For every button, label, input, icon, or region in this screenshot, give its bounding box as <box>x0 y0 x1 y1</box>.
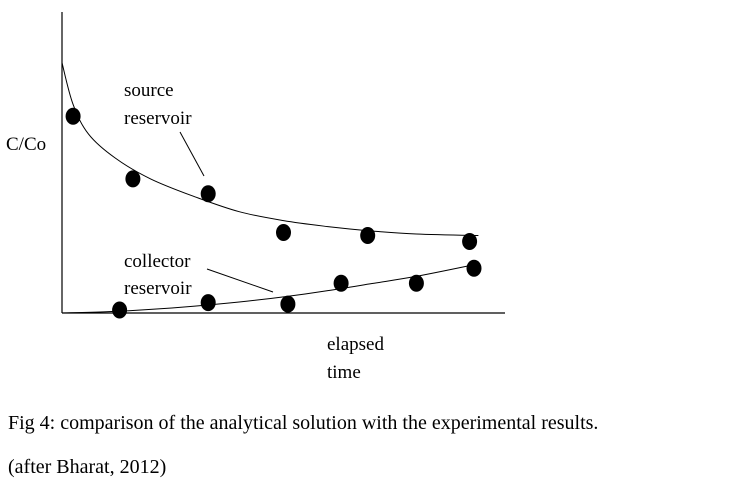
collector-point-6 <box>466 259 482 277</box>
collector-curve <box>61 263 479 314</box>
chart: C/Co elapsed time source reservoir colle… <box>6 12 505 383</box>
source-point-4 <box>276 224 291 241</box>
figure-caption-source: (after Bharat, 2012) <box>8 456 167 478</box>
collector-point-5 <box>408 274 424 292</box>
source-point-6 <box>462 233 478 250</box>
source-curve <box>61 62 479 236</box>
source-leader-line <box>179 131 205 177</box>
collector-label-line2: reservoir <box>124 278 192 299</box>
figure-caption: Fig 4: comparison of the analytical solu… <box>8 412 599 434</box>
x-axis-label-line2: time <box>327 362 361 383</box>
source-label-line2: reservoir <box>124 108 192 129</box>
source-point-5 <box>360 227 376 244</box>
source-point-1 <box>65 107 81 125</box>
collector-point-2 <box>200 294 216 312</box>
collector-leader-line <box>206 268 274 293</box>
collector-point-4 <box>333 274 349 292</box>
source-point-2 <box>125 170 141 188</box>
x-axis-label-line1: elapsed <box>327 334 384 355</box>
collector-point-1 <box>112 301 128 319</box>
source-label-line1: source <box>124 80 174 101</box>
collector-point-3 <box>280 295 296 313</box>
y-axis-label: C/Co <box>6 134 46 155</box>
collector-label-line1: collector <box>124 251 191 272</box>
source-point-3 <box>200 185 216 203</box>
